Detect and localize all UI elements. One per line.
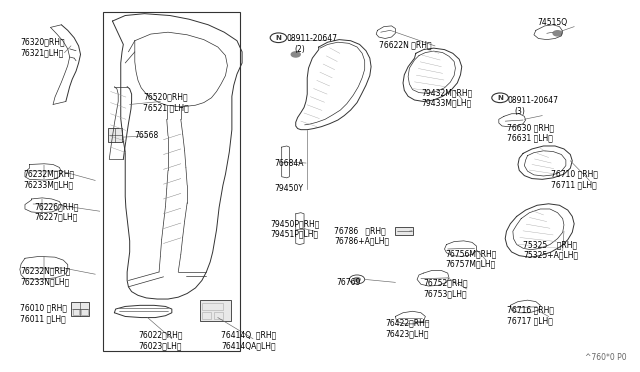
FancyBboxPatch shape xyxy=(71,302,89,317)
Text: 76414Q  〈RH〉: 76414Q 〈RH〉 xyxy=(221,330,276,340)
Text: 76423〈LH〉: 76423〈LH〉 xyxy=(385,329,429,338)
Text: 76320〈RH〉: 76320〈RH〉 xyxy=(20,38,65,47)
Text: 76010 〈RH〉: 76010 〈RH〉 xyxy=(20,304,67,313)
Text: 76414QA〈LH〉: 76414QA〈LH〉 xyxy=(221,341,276,350)
Text: 76786   〈RH〉: 76786 〈RH〉 xyxy=(334,226,386,235)
Circle shape xyxy=(354,278,360,281)
Text: 08911-20647: 08911-20647 xyxy=(507,96,558,105)
Circle shape xyxy=(553,31,562,36)
Text: 76321〈LH〉: 76321〈LH〉 xyxy=(20,48,63,57)
Text: 76232N〈RH〉: 76232N〈RH〉 xyxy=(20,267,70,276)
Text: 79451P〈LH〉: 79451P〈LH〉 xyxy=(270,230,318,239)
FancyBboxPatch shape xyxy=(108,128,122,142)
Text: 76520〈RH〉: 76520〈RH〉 xyxy=(143,93,188,102)
Text: 76011 〈LH〉: 76011 〈LH〉 xyxy=(20,314,66,323)
Text: 79432M〈RH〉: 79432M〈RH〉 xyxy=(421,88,472,97)
Text: 76630 〈RH〉: 76630 〈RH〉 xyxy=(507,123,554,132)
Text: 76717 〈LH〉: 76717 〈LH〉 xyxy=(507,316,553,325)
Text: 76233M〈LH〉: 76233M〈LH〉 xyxy=(23,180,73,189)
Text: 76622N 〈RH〉: 76622N 〈RH〉 xyxy=(380,41,432,50)
Text: 76684A: 76684A xyxy=(274,159,303,168)
Text: 76226〈RH〉: 76226〈RH〉 xyxy=(34,202,79,211)
Text: 76227〈LH〉: 76227〈LH〉 xyxy=(34,212,77,221)
Text: 76631 〈LH〉: 76631 〈LH〉 xyxy=(507,133,553,142)
Text: 08911-20647: 08911-20647 xyxy=(287,34,338,44)
Text: 76786+A〈LH〉: 76786+A〈LH〉 xyxy=(334,236,389,246)
Text: 79450P〈RH〉: 79450P〈RH〉 xyxy=(270,219,319,228)
Text: 76711 〈LH〉: 76711 〈LH〉 xyxy=(551,180,597,189)
Text: ^760*0 P0: ^760*0 P0 xyxy=(585,353,627,362)
FancyBboxPatch shape xyxy=(396,227,413,235)
Text: 76022〈RH〉: 76022〈RH〉 xyxy=(138,330,182,340)
Text: 76716 〈RH〉: 76716 〈RH〉 xyxy=(507,306,554,315)
Text: 75325+A〈LH〉: 75325+A〈LH〉 xyxy=(523,250,578,259)
Text: N: N xyxy=(276,35,282,41)
Text: 76710 〈RH〉: 76710 〈RH〉 xyxy=(551,170,598,179)
Text: 76769: 76769 xyxy=(336,278,360,287)
FancyBboxPatch shape xyxy=(200,300,230,321)
Text: N: N xyxy=(497,95,503,101)
Text: 76752〈RH〉: 76752〈RH〉 xyxy=(424,279,468,288)
Text: 79433M〈LH〉: 79433M〈LH〉 xyxy=(421,99,471,108)
Text: (3): (3) xyxy=(515,107,525,116)
Text: 76521 〈LH〉: 76521 〈LH〉 xyxy=(143,103,189,112)
Text: 79450Y: 79450Y xyxy=(274,185,303,193)
Text: 76756M〈RH〉: 76756M〈RH〉 xyxy=(446,249,497,258)
Text: 76023〈LH〉: 76023〈LH〉 xyxy=(138,341,182,350)
Text: 76568: 76568 xyxy=(135,131,159,141)
Text: 74515Q: 74515Q xyxy=(537,19,567,28)
Text: 76233N〈LH〉: 76233N〈LH〉 xyxy=(20,277,69,286)
Text: 76232M〈RH〉: 76232M〈RH〉 xyxy=(23,170,74,179)
Text: 76757M〈LH〉: 76757M〈LH〉 xyxy=(446,259,496,268)
Bar xyxy=(103,12,240,351)
Text: 76753〈LH〉: 76753〈LH〉 xyxy=(424,289,467,298)
Text: (2): (2) xyxy=(294,45,305,54)
Text: 75325    〈RH〉: 75325 〈RH〉 xyxy=(523,240,577,249)
Circle shape xyxy=(291,52,300,57)
Text: 76422〈RH〉: 76422〈RH〉 xyxy=(385,319,429,328)
